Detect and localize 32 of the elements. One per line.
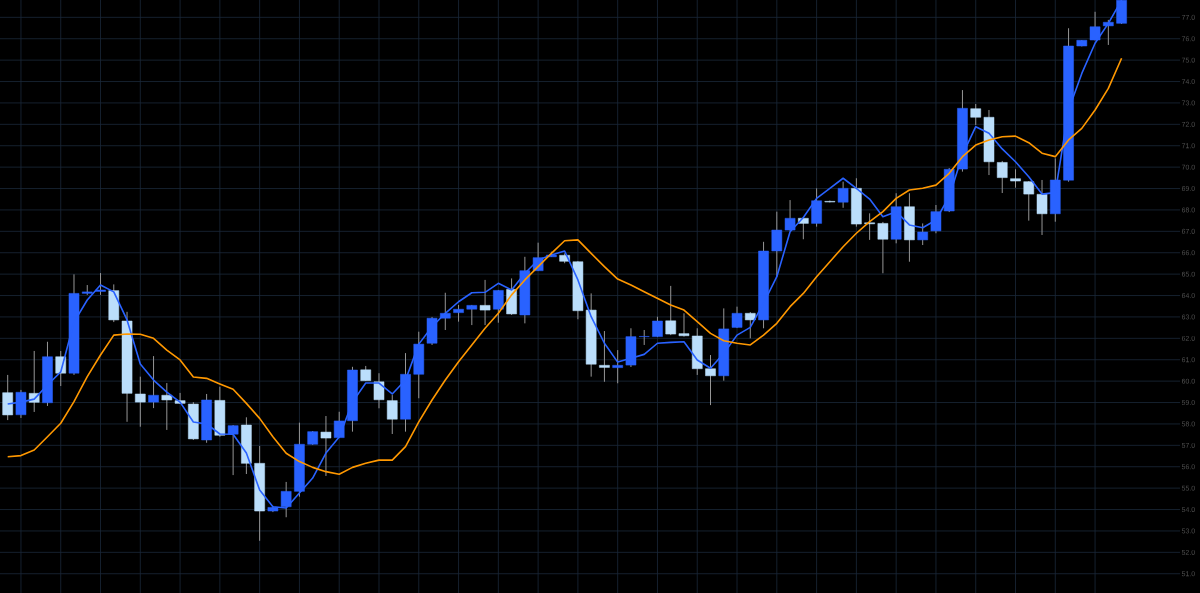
candlestick: [612, 349, 623, 384]
candlestick: [386, 394, 398, 435]
candlestick: [877, 221, 889, 274]
candlestick: [440, 292, 451, 331]
candlestick: [1103, 19, 1114, 46]
candlestick: [227, 424, 239, 476]
candlestick: [479, 279, 491, 326]
candlestick: [135, 376, 146, 428]
candlestick: [320, 415, 332, 477]
candlestick: [864, 212, 875, 241]
candlestick: [970, 103, 982, 126]
candlestick: [678, 312, 690, 338]
candlestick: [665, 285, 677, 336]
candlestick: [2, 374, 13, 421]
candlestick: [599, 330, 610, 383]
candlestick: [705, 354, 716, 406]
candlestick: [745, 311, 756, 339]
candlestick: [930, 204, 942, 234]
candlestick: [837, 181, 849, 209]
candlestick: [15, 389, 27, 419]
candlestick: [811, 187, 822, 228]
candlestick: [1010, 168, 1021, 189]
candlestick: [373, 372, 385, 409]
candlestick: [95, 272, 106, 296]
candlestick: [1036, 179, 1048, 236]
candlestick: [1023, 180, 1035, 222]
candlestick: [638, 329, 650, 346]
candlestick: [917, 222, 928, 246]
candlestick: [493, 289, 504, 324]
candlestick: [1089, 11, 1101, 41]
candlestick: [996, 160, 1008, 194]
candlestick: [148, 355, 159, 409]
